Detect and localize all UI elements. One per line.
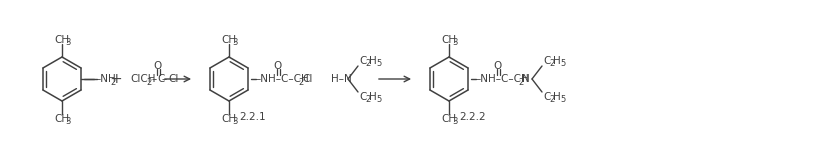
- Text: –: –: [151, 74, 156, 84]
- Text: 3: 3: [65, 116, 71, 125]
- Text: 5: 5: [376, 58, 381, 67]
- Text: H: H: [369, 92, 376, 102]
- Text: Cl: Cl: [168, 74, 179, 84]
- Text: 2.2.2: 2.2.2: [459, 112, 485, 122]
- Text: C: C: [543, 92, 550, 102]
- Text: –NH–C–CH: –NH–C–CH: [255, 74, 309, 84]
- Text: +: +: [111, 72, 122, 86]
- Text: 3: 3: [452, 116, 457, 125]
- Text: –: –: [162, 74, 167, 84]
- Text: 2: 2: [365, 95, 371, 103]
- Text: N: N: [522, 74, 529, 84]
- Text: 2: 2: [110, 78, 116, 86]
- Text: C: C: [359, 56, 366, 66]
- Text: 2: 2: [549, 95, 554, 103]
- Text: CH: CH: [441, 35, 456, 45]
- Text: 2.2.1: 2.2.1: [239, 112, 266, 122]
- Text: –NH: –NH: [95, 74, 116, 84]
- Text: O: O: [154, 61, 162, 71]
- Text: 5: 5: [560, 95, 565, 103]
- Text: O: O: [274, 61, 283, 71]
- Text: 5: 5: [560, 58, 565, 67]
- Text: C: C: [543, 56, 550, 66]
- Text: 2: 2: [518, 78, 524, 86]
- Text: 2: 2: [146, 78, 151, 86]
- Text: CH: CH: [441, 114, 456, 124]
- Text: 3: 3: [65, 37, 71, 47]
- Text: 3: 3: [232, 116, 238, 125]
- Text: –NH–C–CH: –NH–C–CH: [475, 74, 529, 84]
- Text: CH: CH: [54, 35, 69, 45]
- Text: ClCH: ClCH: [130, 74, 155, 84]
- Text: 3: 3: [452, 37, 457, 47]
- Text: C: C: [359, 92, 366, 102]
- Text: 3: 3: [232, 37, 238, 47]
- Text: C: C: [157, 74, 165, 84]
- Text: H: H: [553, 92, 561, 102]
- Text: O: O: [494, 61, 502, 71]
- Text: 2: 2: [365, 58, 371, 67]
- Text: CH: CH: [221, 114, 236, 124]
- Text: 5: 5: [376, 95, 381, 103]
- Text: H: H: [369, 56, 376, 66]
- Text: 2: 2: [549, 58, 554, 67]
- Text: H–N: H–N: [331, 74, 352, 84]
- Text: Cl: Cl: [302, 74, 312, 84]
- Text: 2: 2: [298, 78, 303, 86]
- Text: CH: CH: [54, 114, 69, 124]
- Text: CH: CH: [221, 35, 236, 45]
- Text: H: H: [553, 56, 561, 66]
